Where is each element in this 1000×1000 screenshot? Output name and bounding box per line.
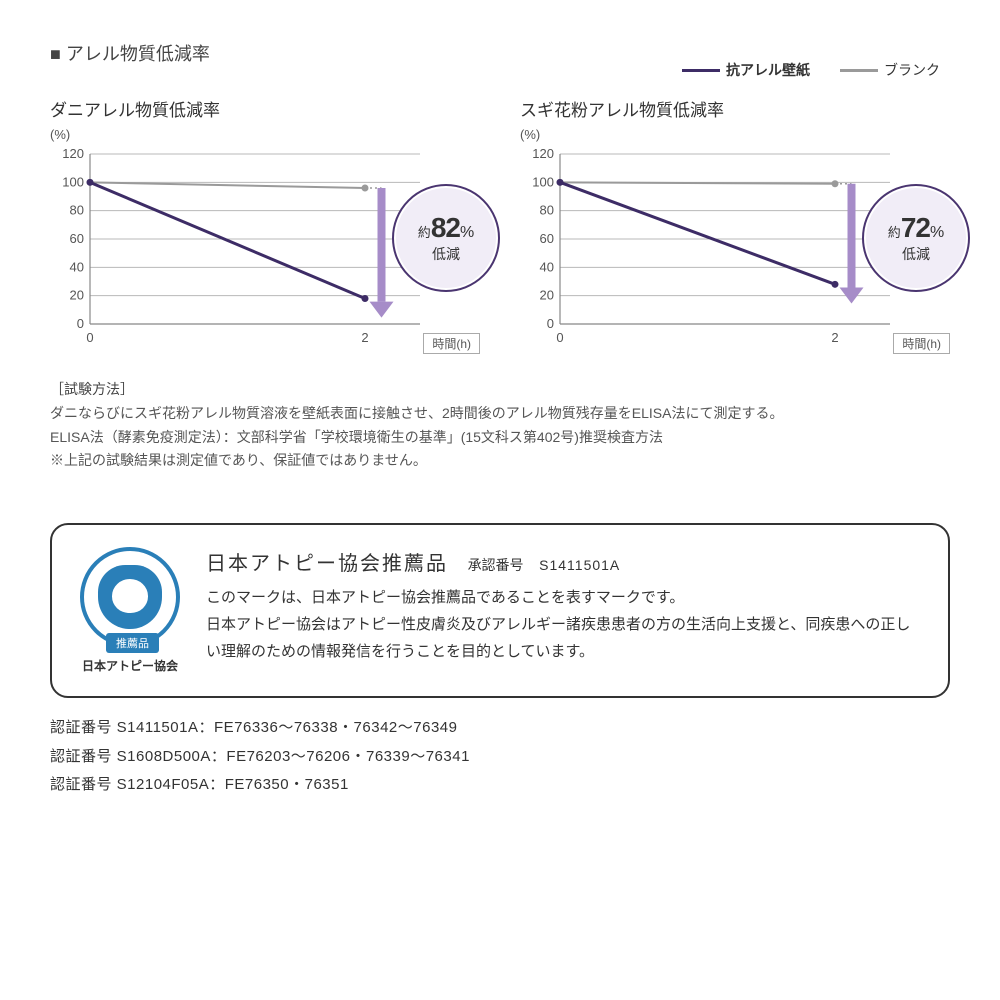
chart-title: ダニアレル物質低減率 <box>50 96 480 121</box>
svg-text:0: 0 <box>556 330 563 345</box>
badge-subtext: 低減 <box>432 244 460 264</box>
chart-legend: 抗アレル壁紙 ブランク <box>682 60 940 80</box>
logo-badge-label: 推薦品 <box>106 633 159 653</box>
svg-text:40: 40 <box>70 259 84 274</box>
svg-text:80: 80 <box>540 203 554 218</box>
cert-title: 日本アトピー協会推薦品 <box>206 553 448 575</box>
svg-text:120: 120 <box>62 146 84 161</box>
chart-plot: 0 20 40 60 80 100 120 0 2 約82% 低減 時間(h) <box>50 144 480 354</box>
x-axis-unit-box: 時間(h) <box>423 333 480 354</box>
reduction-badge: 約82% 低減 <box>392 184 500 292</box>
svg-text:80: 80 <box>70 203 84 218</box>
legend-item-active: 抗アレル壁紙 <box>682 60 810 80</box>
cert-description: このマークは、日本アトピー協会推薦品であることを表すマークです。日本アトピー協会… <box>206 584 920 665</box>
svg-text:60: 60 <box>70 231 84 246</box>
cert-number-line: 認証番号 S1411501A：FE76336～76338・76342～76349 <box>50 714 950 743</box>
svg-text:0: 0 <box>86 330 93 345</box>
method-line: ダニならびにスギ花粉アレル物質溶液を壁紙表面に接触させ、2時間後のアレル物質残存… <box>50 402 950 426</box>
atopy-logo-icon: 推薦品 <box>80 547 180 647</box>
svg-text:0: 0 <box>77 316 84 331</box>
cert-numbers: 認証番号 S1411501A：FE76336～76338・76342～76349… <box>50 714 950 800</box>
reduction-badge: 約72% 低減 <box>862 184 970 292</box>
badge-line1: 約82% <box>418 212 474 244</box>
cert-logo-column: 推薦品 日本アトピー協会 <box>80 547 180 674</box>
svg-text:0: 0 <box>547 316 554 331</box>
certification-box: 推薦品 日本アトピー協会 日本アトピー協会推薦品 承認番号 S1411501A … <box>50 523 950 698</box>
svg-text:20: 20 <box>70 288 84 303</box>
chart-block: スギ花粉アレル物質低減率 (%) 0 20 40 60 80 100 120 0 2 約72% … <box>520 96 950 354</box>
legend-item-blank: ブランク <box>840 60 940 80</box>
x-axis-unit-box: 時間(h) <box>893 333 950 354</box>
legend-swatch-blank <box>840 69 878 72</box>
chart-y-unit: (%) <box>520 127 950 142</box>
legend-label-active: 抗アレル壁紙 <box>726 60 810 80</box>
cert-approval-label: 承認番号 <box>468 557 524 573</box>
cert-number-line: 認証番号 S12104F05A：FE76350・76351 <box>50 771 950 800</box>
svg-text:40: 40 <box>540 259 554 274</box>
method-line: ※上記の試験結果は測定値であり、保証値ではありません。 <box>50 449 950 473</box>
charts-row: ダニアレル物質低減率 (%) 02040608010012002 約82% 低減… <box>50 96 950 354</box>
chart-plot: 0 20 40 60 80 100 120 0 2 約72% 低減 時間(h) <box>520 144 950 354</box>
chart-y-unit: (%) <box>50 127 480 142</box>
badge-subtext: 低減 <box>902 244 930 264</box>
badge-line1: 約72% <box>888 212 944 244</box>
svg-text:100: 100 <box>532 174 554 189</box>
svg-text:100: 100 <box>62 174 84 189</box>
svg-text:60: 60 <box>540 231 554 246</box>
cert-text: 日本アトピー協会推薦品 承認番号 S1411501A このマークは、日本アトピー… <box>206 547 920 665</box>
logo-caption: 日本アトピー協会 <box>80 657 180 674</box>
cert-approval-no: S1411501A <box>539 557 620 573</box>
legend-label-blank: ブランク <box>884 60 940 80</box>
svg-text:2: 2 <box>361 330 368 345</box>
svg-text:20: 20 <box>540 288 554 303</box>
svg-text:2: 2 <box>831 330 838 345</box>
chart-title: スギ花粉アレル物質低減率 <box>520 96 950 121</box>
cert-number-line: 認証番号 S1608D500A：FE76203～76206・76339～7634… <box>50 743 950 772</box>
method-line: ELISA法（酵素免疫測定法）：文部科学省「学校環境衛生の基準」(15文科ス第4… <box>50 426 950 450</box>
cert-title-line: 日本アトピー協会推薦品 承認番号 S1411501A <box>206 547 920 576</box>
svg-text:120: 120 <box>532 146 554 161</box>
method-heading: ［試験方法］ <box>50 378 950 402</box>
test-method: ［試験方法］ ダニならびにスギ花粉アレル物質溶液を壁紙表面に接触させ、2時間後の… <box>50 378 950 473</box>
chart-block: ダニアレル物質低減率 (%) 0 20 40 60 80 100 120 0 2 約82% 低減… <box>50 96 480 354</box>
legend-swatch-active <box>682 69 720 72</box>
